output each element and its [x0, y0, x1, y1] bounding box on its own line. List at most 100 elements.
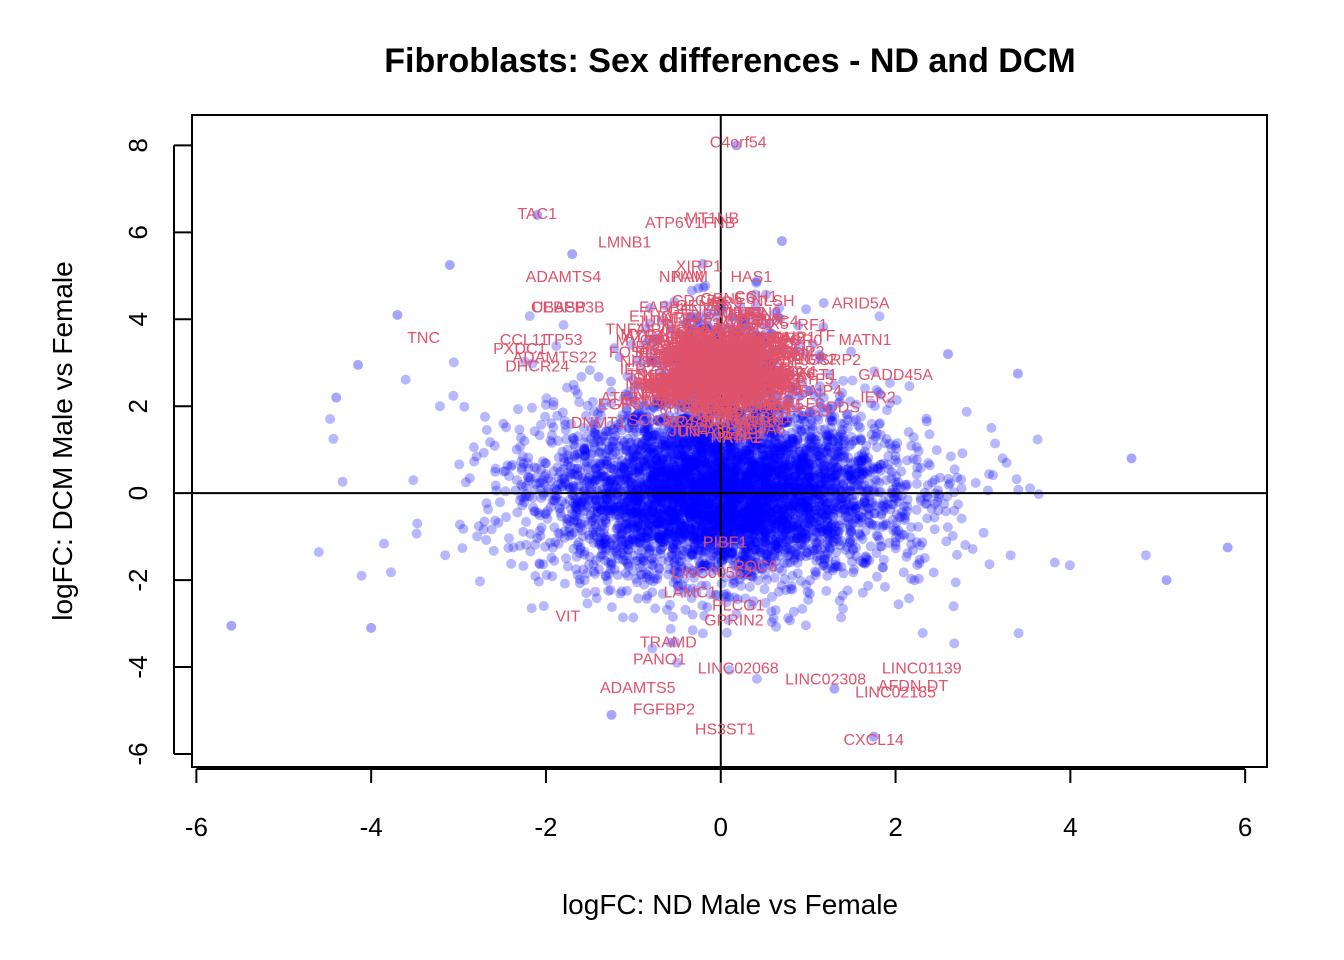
data-point — [917, 537, 928, 548]
data-point — [572, 388, 583, 399]
data-point — [679, 530, 690, 541]
data-point — [485, 437, 496, 448]
data-point — [681, 464, 692, 475]
data-point — [701, 480, 712, 491]
data-point — [724, 443, 735, 453]
data-point — [708, 477, 719, 488]
data-point — [790, 469, 801, 480]
data-point — [712, 427, 723, 438]
data-point — [885, 504, 896, 515]
data-point — [705, 443, 716, 453]
chart-title: Fibroblasts: Sex differences - ND and DC… — [384, 42, 1075, 80]
data-point — [690, 489, 701, 500]
data-point — [786, 472, 797, 483]
data-point — [769, 444, 780, 455]
data-point — [618, 550, 629, 561]
data-point — [570, 385, 581, 395]
data-point — [614, 469, 625, 480]
data-point — [604, 451, 615, 462]
data-point — [705, 447, 716, 458]
data-point — [586, 484, 597, 495]
data-point — [626, 499, 637, 510]
data-point — [504, 533, 514, 544]
data-point — [676, 498, 687, 508]
data-point — [624, 501, 635, 512]
data-point — [806, 434, 817, 445]
data-point — [869, 508, 880, 519]
data-point — [656, 516, 667, 526]
data-point — [636, 509, 646, 520]
data-point — [642, 526, 653, 537]
data-point — [533, 508, 544, 519]
data-point — [775, 481, 786, 492]
data-point — [812, 544, 823, 555]
data-point — [774, 494, 785, 505]
data-point — [745, 469, 756, 480]
data-point — [639, 493, 650, 503]
data-point — [776, 522, 787, 533]
data-point — [820, 474, 831, 485]
data-point — [661, 463, 672, 474]
data-point — [628, 509, 639, 520]
data-point — [835, 427, 846, 438]
data-point — [837, 481, 848, 491]
data-point — [588, 438, 599, 449]
data-point — [743, 502, 754, 513]
data-point — [784, 498, 795, 509]
data-point — [798, 483, 809, 493]
data-point — [628, 460, 639, 471]
data-point — [821, 508, 831, 519]
data-point — [694, 471, 705, 481]
data-point — [857, 455, 867, 466]
data-point — [797, 603, 808, 614]
data-point — [664, 522, 675, 533]
data-point — [694, 532, 705, 543]
data-point — [643, 422, 654, 433]
data-point — [651, 455, 662, 466]
data-point — [809, 512, 820, 523]
data-point — [705, 558, 716, 569]
data-point — [616, 425, 627, 436]
data-point — [723, 512, 734, 523]
data-point — [582, 519, 593, 530]
data-point — [731, 497, 742, 508]
data-point — [816, 468, 827, 479]
data-point — [517, 451, 528, 462]
data-point — [904, 381, 915, 392]
data-point — [692, 450, 703, 461]
data-point — [833, 561, 843, 572]
data-point — [481, 498, 492, 509]
data-point — [688, 450, 699, 461]
data-point — [740, 522, 751, 533]
data-point — [830, 556, 841, 566]
data-point — [898, 567, 909, 578]
data-point — [678, 525, 689, 536]
data-point — [454, 519, 465, 530]
data-point — [682, 365, 693, 376]
data-point — [539, 478, 549, 489]
data-point — [546, 418, 557, 429]
data-point — [778, 510, 788, 521]
data-point — [760, 471, 771, 482]
data-point — [978, 527, 989, 538]
data-point — [790, 413, 801, 424]
data-point — [512, 507, 523, 518]
data-point — [826, 411, 837, 422]
data-point — [600, 538, 610, 549]
data-point — [609, 501, 620, 512]
data-point — [746, 442, 757, 453]
data-point — [519, 492, 530, 503]
data-point — [641, 505, 652, 516]
data-point — [784, 393, 795, 404]
data-point — [935, 472, 945, 483]
data-point — [823, 441, 834, 452]
data-point — [752, 575, 763, 586]
data-point — [581, 431, 592, 442]
data-point — [677, 429, 688, 440]
data-point — [851, 399, 862, 410]
data-point — [904, 593, 914, 604]
data-point — [657, 435, 667, 446]
data-point — [847, 474, 858, 485]
data-point — [688, 494, 698, 505]
data-point — [759, 473, 770, 484]
